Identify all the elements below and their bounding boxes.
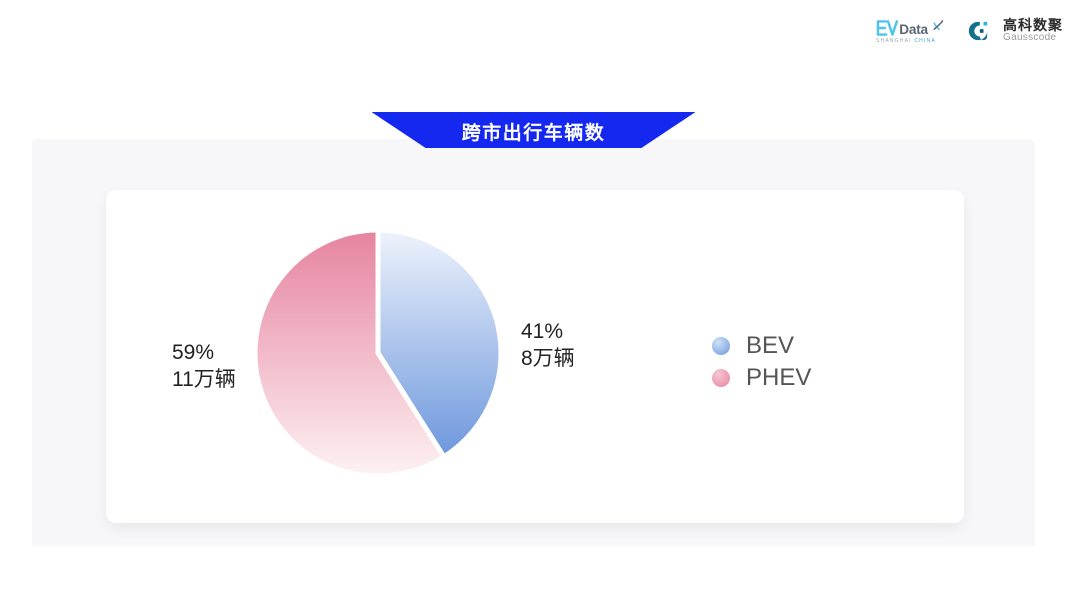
svg-text:Data: Data — [899, 22, 928, 37]
